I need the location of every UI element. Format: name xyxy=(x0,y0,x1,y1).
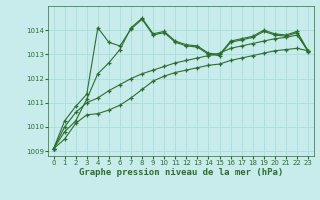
X-axis label: Graphe pression niveau de la mer (hPa): Graphe pression niveau de la mer (hPa) xyxy=(79,168,283,177)
